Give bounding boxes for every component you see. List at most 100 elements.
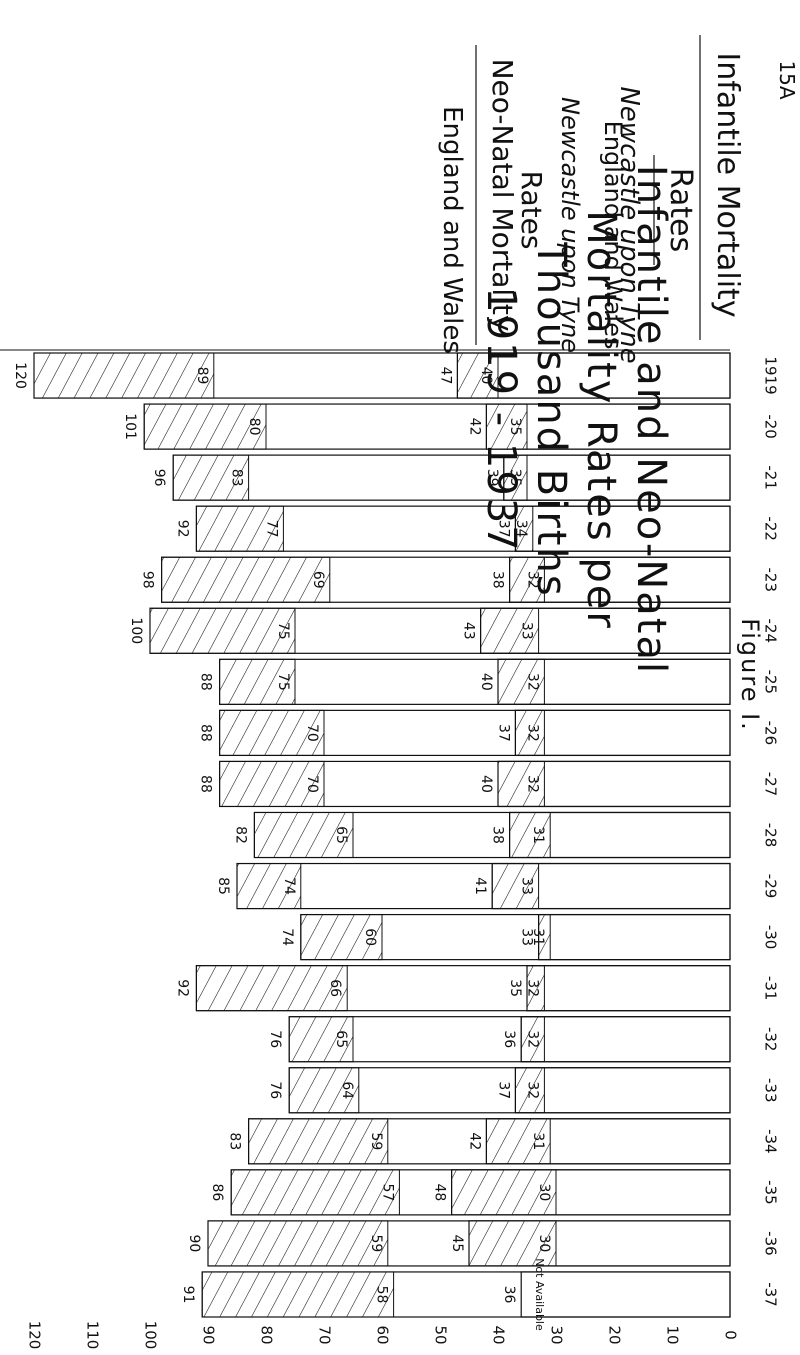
- infantile-newcastle-label: 76: [267, 1030, 283, 1048]
- legend-england-infantile: England and Wales: [437, 106, 467, 354]
- legend-infantile-rates: Rates: [663, 168, 698, 252]
- infantile-england-bar: [172, 454, 250, 501]
- neonatal-england-bar: [485, 403, 528, 450]
- infantile-england-bar: [300, 914, 383, 961]
- infantile-england-label: 65: [333, 826, 349, 844]
- neonatal-newcastle-bar: [526, 965, 731, 1012]
- neonatal-england-bar: [509, 811, 551, 859]
- figure-label: Figure I.: [736, 618, 764, 732]
- infantile-newcastle-label: 76: [267, 1081, 283, 1099]
- value-tick-label: 20: [606, 1325, 624, 1344]
- neonatal-england-label: 33: [519, 877, 535, 895]
- neonatal-newcastle-label: 33: [519, 928, 535, 946]
- infantile-england-label: 60: [362, 928, 378, 946]
- legend-neonatal-header-visible: Neo-Natal Mortality: [486, 59, 519, 332]
- infantile-england-bar: [143, 403, 267, 450]
- infantile-england-label: 64: [339, 1081, 355, 1099]
- neonatal-england-bar: [480, 607, 540, 654]
- not-available-label: Not Available: [533, 1258, 546, 1331]
- neonatal-newcastle-label: 35: [507, 979, 523, 997]
- year-tick-label: -27: [762, 772, 780, 797]
- year-tick-label: -20: [762, 414, 780, 439]
- neonatal-newcastle-label: 48: [432, 1183, 448, 1201]
- value-tick-label: 40: [490, 1325, 508, 1344]
- legend-infantile-header: Infantile Mortality: [710, 52, 745, 317]
- infantile-england-bar: [195, 965, 348, 1012]
- neonatal-england-label: 35: [507, 418, 523, 436]
- legend-england-neonatal: England and Wales: [599, 121, 627, 350]
- neonatal-england-label: 35: [507, 469, 523, 487]
- neonatal-england-label: 32: [524, 724, 540, 742]
- infantile-england-label: 70: [304, 724, 320, 742]
- year-tick-label: -33: [762, 1078, 780, 1103]
- infantile-newcastle-label: 88: [198, 673, 214, 691]
- neonatal-england-label: 32: [524, 1081, 540, 1099]
- neonatal-england-label: 32: [524, 673, 540, 691]
- neonatal-england-label: 31: [530, 928, 546, 946]
- neonatal-newcastle-label: 42: [466, 1132, 482, 1150]
- year-tick-label: -37: [762, 1282, 780, 1307]
- neonatal-england-bar: [497, 760, 545, 807]
- infantile-england-bar: [195, 505, 284, 552]
- neonatal-england-bar: [468, 1220, 557, 1267]
- neonatal-england-label: 32: [524, 571, 540, 589]
- year-tick-label: -24: [762, 619, 780, 644]
- neonatal-england-label: 30: [536, 1235, 552, 1253]
- neonatal-england-label: 33: [519, 622, 535, 640]
- neonatal-england-label: 34: [513, 520, 529, 538]
- infantile-newcastle-label: 120: [12, 362, 28, 389]
- year-tick-label: -25: [762, 670, 780, 695]
- year-tick-label: -21: [762, 465, 780, 490]
- neonatal-newcastle-label: 40: [478, 673, 494, 691]
- value-tick-label: 10: [664, 1325, 682, 1344]
- infantile-newcastle-label: 100: [128, 617, 144, 644]
- infantile-england-label: 59: [368, 1235, 384, 1253]
- neonatal-newcastle-label: 42: [466, 418, 482, 436]
- infantile-england-bar: [207, 1220, 389, 1267]
- infantile-england-bar: [248, 1118, 389, 1165]
- infantile-newcastle-label: 83: [227, 1132, 243, 1150]
- neonatal-newcastle-label: 37: [495, 724, 511, 742]
- value-tick-label: 80: [258, 1325, 276, 1344]
- infantile-england-bar: [219, 658, 296, 705]
- year-tick-label: -31: [762, 976, 780, 1001]
- infantile-newcastle-label: 82: [232, 826, 248, 844]
- neonatal-newcastle-label: 37: [495, 520, 511, 538]
- neonatal-england-bar: [514, 505, 534, 552]
- title-line-2: Mortality Rates per: [578, 210, 624, 630]
- infantile-england-bar: [219, 760, 325, 807]
- infantile-england-bar: [149, 607, 296, 654]
- year-tick-label: -28: [762, 823, 780, 848]
- infantile-newcastle-label: 101: [122, 413, 138, 440]
- infantile-england-label: 58: [374, 1286, 390, 1304]
- infantile-newcastle-label: 74: [279, 928, 295, 946]
- infantile-newcastle-label: 91: [180, 1286, 196, 1304]
- neonatal-england-bar: [451, 1169, 557, 1216]
- value-tick-label: 50: [432, 1325, 450, 1344]
- year-tick-label: -30: [762, 925, 780, 950]
- infantile-england-label: 77: [263, 520, 279, 538]
- infantile-england-label: 57: [379, 1183, 395, 1201]
- value-tick-label: 30: [548, 1325, 566, 1344]
- neonatal-england-bar: [491, 863, 540, 910]
- neonatal-england-bar: [503, 454, 528, 501]
- neonatal-newcastle-label: 38: [490, 571, 506, 589]
- value-tick-label: 0: [722, 1330, 740, 1340]
- neonatal-england-bar: [526, 965, 545, 1012]
- year-tick-label: -23: [762, 567, 780, 592]
- infantile-newcastle-label: 85: [215, 877, 231, 895]
- infantile-england-label: 75: [275, 673, 291, 691]
- page-label: 15A: [775, 60, 799, 99]
- infantile-england-bar: [253, 811, 354, 859]
- infantile-newcastle-label: 92: [174, 979, 190, 997]
- infantile-england-bar: [161, 556, 331, 603]
- infantile-england-label: 70: [304, 775, 320, 793]
- neonatal-newcastle-label: 40: [478, 775, 494, 793]
- infantile-newcastle-label: 86: [209, 1183, 225, 1201]
- title-line-1: Infantile and Neo-Natal: [628, 165, 674, 675]
- infantile-newcastle-label: 98: [140, 571, 156, 589]
- infantile-england-bar: [236, 863, 302, 910]
- neonatal-newcastle-label: 38: [490, 826, 506, 844]
- neonatal-newcastle-label: 45: [449, 1235, 465, 1253]
